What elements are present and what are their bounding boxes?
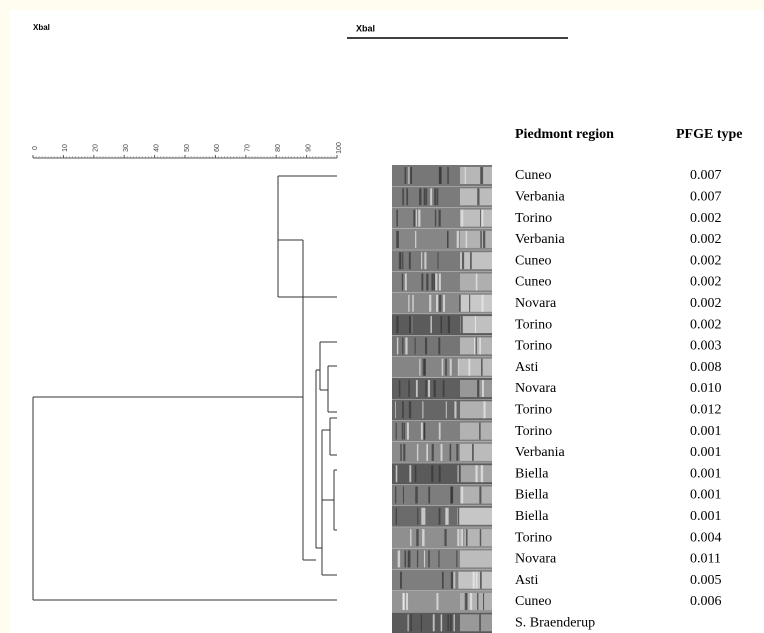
region: Cuneo: [515, 253, 552, 268]
gel-glow: [460, 188, 492, 205]
scale-label: 10: [62, 144, 69, 152]
region: Cuneo: [515, 275, 552, 290]
gel-glow: [460, 359, 492, 376]
gel-glow: [460, 487, 492, 504]
gel-glow: [460, 423, 492, 440]
gel-glow: [460, 401, 492, 418]
gel-glow: [460, 614, 492, 631]
pfge-type: 0.005: [690, 573, 722, 588]
pfge-type: 0.007: [690, 168, 722, 183]
region: Biella: [515, 509, 549, 524]
pfge-type: 0.006: [690, 594, 722, 609]
pfge-type: 0.004: [690, 530, 722, 545]
pfge-type: 0.002: [690, 275, 722, 290]
gel-glow: [460, 508, 492, 525]
scale-label: 30: [123, 144, 130, 152]
gel-glow: [460, 231, 492, 248]
scale-label: 100: [336, 142, 343, 154]
gel-glow: [460, 529, 492, 546]
pfge-type: 0.002: [690, 253, 722, 268]
pfge-type: 0.001: [690, 445, 722, 460]
pfge-type: 0.011: [690, 552, 721, 567]
gel-glow: [460, 252, 492, 269]
pfge-type: 0.002: [690, 296, 722, 311]
region: Verbania: [515, 190, 566, 205]
gel-glow: [460, 210, 492, 227]
region: Asti: [515, 360, 538, 375]
figure-canvas: Xbal Xbal 0 10 20 30 40 50 60 70 80 90 100 Piedmon…: [0, 0, 764, 633]
scale-label: 90: [305, 144, 312, 152]
region: Torino: [515, 211, 552, 226]
region: Torino: [515, 403, 552, 418]
gel-glow: [460, 550, 492, 567]
pfge-type: 0.001: [690, 509, 722, 524]
gel-label: Xbal: [356, 23, 375, 33]
pfge-type: 0.007: [690, 190, 722, 205]
pfge-type: 0.001: [690, 466, 722, 481]
region: Novara: [515, 552, 557, 567]
scale-label: 60: [214, 144, 221, 152]
scale-label: 0: [32, 146, 39, 150]
scale-label: 50: [184, 144, 191, 152]
panel: [10, 10, 764, 633]
pfge-type: 0.012: [690, 403, 722, 418]
region: Torino: [515, 317, 552, 332]
region: Novara: [515, 296, 557, 311]
gel-glow: [460, 444, 492, 461]
scale-label: 70: [245, 144, 252, 152]
region: Cuneo: [515, 594, 552, 609]
scale-label: 80: [275, 144, 282, 152]
gel: [392, 165, 492, 633]
region: Cuneo: [515, 168, 552, 183]
region: Novara: [515, 381, 557, 396]
pfge-type: 0.008: [690, 360, 722, 375]
region: Asti: [515, 573, 538, 588]
region: Biella: [515, 488, 549, 503]
pfge-type: 0.002: [690, 211, 722, 226]
region: Torino: [515, 339, 552, 354]
gel-glow: [460, 380, 492, 397]
pfge-type: 0.010: [690, 381, 722, 396]
pfge-type: 0.001: [690, 488, 722, 503]
pfge-type: 0.002: [690, 317, 722, 332]
region: Torino: [515, 424, 552, 439]
pfge-type: 0.003: [690, 339, 722, 354]
region: S. Braenderup: [515, 616, 595, 631]
region: Verbania: [515, 232, 566, 247]
region: Biella: [515, 466, 549, 481]
scale-label: 20: [93, 144, 100, 152]
gel-glow: [460, 295, 492, 312]
region: Verbania: [515, 445, 566, 460]
header-region: Piedmont region: [515, 127, 614, 142]
pfge-type: 0.002: [690, 232, 722, 247]
region: Torino: [515, 530, 552, 545]
header-pfge: PFGE type: [676, 127, 743, 142]
figure: Xbal Xbal 0 10 20 30 40 50 60 70 80 90 100 Piedmon…: [0, 0, 764, 633]
pfge-type: 0.001: [690, 424, 722, 439]
scale-label: 40: [153, 144, 160, 152]
left-label: Xbal: [33, 23, 50, 32]
